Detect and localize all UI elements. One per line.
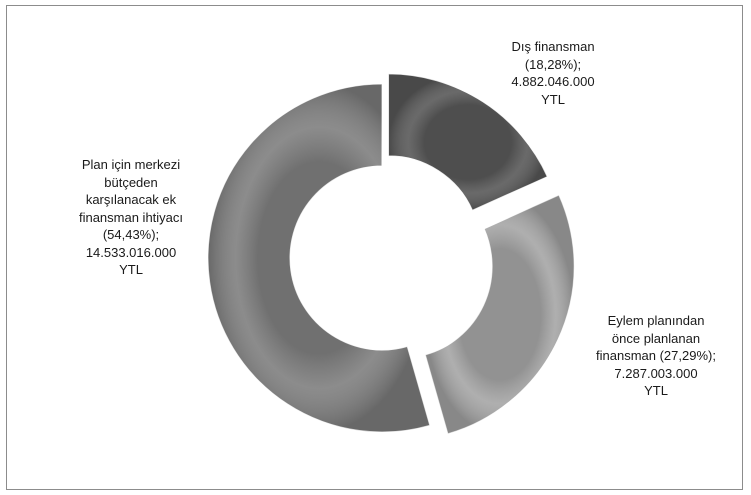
slice-label-line: bütçeden	[104, 174, 158, 190]
slice-label-merkezi-butce: Plan için merkezi bütçeden karşılanacak ek…	[46, 156, 216, 279]
slice-label-dis-finansman: Dış finansman (18,28%); 4.882.046.000 YTL	[478, 38, 628, 108]
slice-shading	[425, 195, 575, 434]
slice-shading	[208, 84, 430, 432]
slice-shading	[388, 73, 548, 211]
slice-label-line: finansman ihtiyacı	[78, 209, 184, 225]
slice-label-line: (54,43%);	[102, 227, 160, 242]
slice-label-line: 4.882.046.000	[511, 74, 595, 89]
slice-label-line: 14.533.016.000	[85, 244, 177, 260]
slice-label-line: 7.287.003.000	[614, 365, 698, 381]
slice-label-line: Dış finansman	[511, 39, 595, 54]
slice-label-line: finansman (27,29%);	[596, 348, 716, 363]
slice-label-line: (18,28%);	[524, 56, 582, 72]
slice-label-line: Plan için merkezi	[81, 157, 181, 172]
slice-label-eylem-plani: Eylem planından önce planlanan finansman (…	[566, 312, 746, 400]
slice-label-line: önce planlanan	[611, 330, 701, 346]
slice-label-line: karşılanacak ek	[85, 192, 177, 207]
slice-label-line: YTL	[541, 91, 565, 107]
slice-label-line: Eylem planından	[607, 313, 705, 328]
slice-label-line: YTL	[119, 262, 143, 277]
slice-label-line: YTL	[644, 383, 668, 398]
